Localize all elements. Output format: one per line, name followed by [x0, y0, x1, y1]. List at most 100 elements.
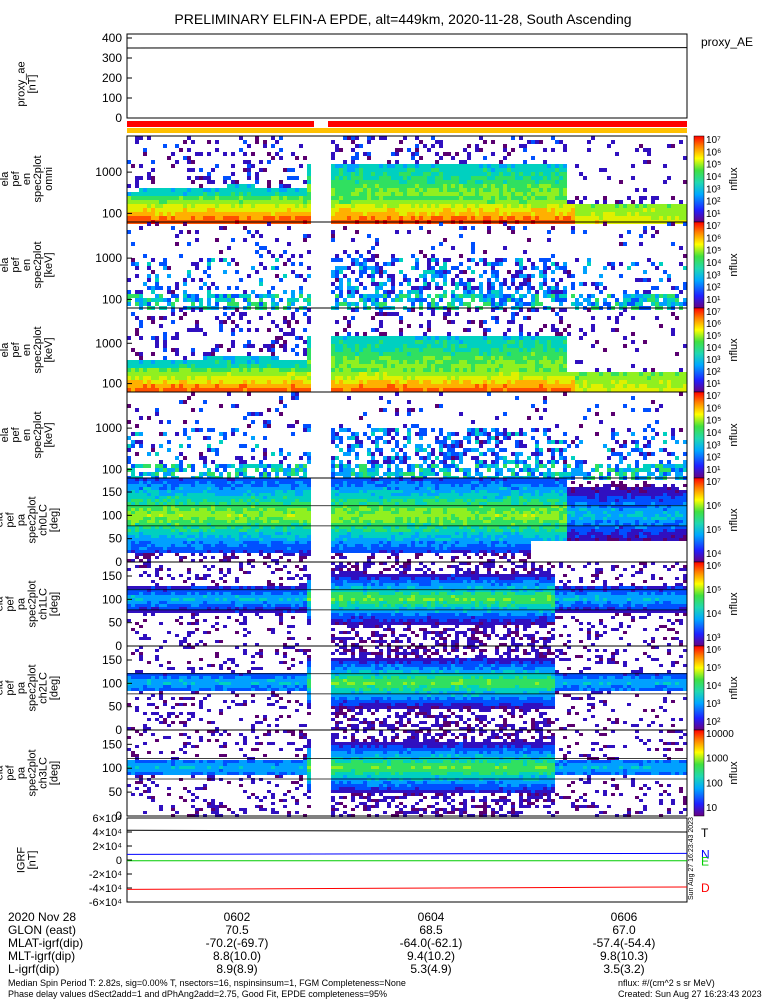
spec_en_perp-cell: [395, 388, 399, 392]
spec_en_para-cell: [679, 302, 683, 306]
spec_en_all-cell: [579, 208, 583, 212]
spec_en_all-cell: [359, 164, 363, 168]
spec_en_perp-cell: [263, 384, 267, 388]
spec_en_perp-cell: [339, 356, 343, 360]
spec_en_all-cell: [215, 216, 219, 220]
spec_en_perp-cell: [183, 364, 187, 368]
spec_en_para-cell: [187, 270, 191, 274]
spec_en_perp-cell: [399, 352, 403, 356]
spec_en_all-cell: [399, 200, 403, 204]
spec_en_perp-cell: [523, 376, 527, 380]
spec_en_all-cell: [391, 152, 395, 156]
spec_en_all-cell: [339, 208, 343, 212]
spec_en_perp-cell: [655, 372, 659, 376]
spec_en_all-cell: [271, 196, 275, 200]
spec_en_all-cell: [583, 212, 587, 216]
spec_en_all-cell: [191, 204, 195, 208]
spec_en_perp-cell: [679, 376, 683, 380]
spec_en_para-cell: [163, 262, 167, 266]
spec_en_perp-cell: [379, 324, 383, 328]
spec_en_perp-cell: [447, 372, 451, 376]
spec_en_all-cell: [375, 176, 379, 180]
spec_en_para-cell: [667, 298, 671, 302]
spec_en_perp-cell: [679, 372, 683, 376]
spec_en_para-cell: [415, 262, 419, 266]
spec_en_perp-cell: [455, 340, 459, 344]
spec_en_anti-cell: [503, 428, 507, 432]
spec_en_perp-cell: [383, 360, 387, 364]
spec_en_perp-cell: [519, 372, 523, 376]
spec_en_all-cell: [491, 172, 495, 176]
spec_en_perp-cell: [367, 340, 371, 344]
spec_en_perp-cell: [371, 376, 375, 380]
spec_en_perp-cell: [439, 360, 443, 364]
spec_en_perp-cell: [203, 368, 207, 372]
spec_en_anti-cell: [463, 448, 467, 452]
spec_en_para-cell: [575, 298, 579, 302]
spec_en_perp-cell: [559, 376, 563, 380]
spec_en_perp-cell: [431, 388, 435, 392]
spec_en_para-cell: [155, 302, 159, 306]
spec_en_all-cell: [615, 200, 619, 204]
spec_en_perp-cell: [383, 384, 387, 388]
spec_en_anti-cell: [455, 452, 459, 456]
spec_en_para-cell: [339, 286, 343, 290]
spec_en_perp-cell: [555, 384, 559, 388]
spec_en_perp-cell: [487, 348, 491, 352]
spec_en_perp-cell: [351, 380, 355, 384]
spec_en_all-cell: [275, 208, 279, 212]
spec_en_all-cell: [183, 188, 187, 192]
spec_en_all-cell: [259, 212, 263, 216]
spec_en_all-cell: [439, 168, 443, 172]
spec_en_all-cell: [355, 192, 359, 196]
spec_en_para-cell: [555, 266, 559, 270]
spec_en_all-cell: [219, 208, 223, 212]
spec_en_all-cell: [439, 172, 443, 176]
spec_en_anti-cell: [199, 456, 203, 460]
spec_en_para-cell: [427, 230, 431, 234]
spec_en_para-cell: [135, 262, 139, 266]
spec_en_all-cell: [239, 184, 243, 188]
spec_en_para-cell: [611, 266, 615, 270]
spec_en_para-cell: [303, 298, 307, 302]
spec_en_anti-cell: [339, 428, 343, 432]
spec_en_anti-cell: [159, 468, 163, 472]
spec_en_all-cell: [303, 204, 307, 208]
spec_en_all-cell: [403, 180, 407, 184]
spec_en_perp-cell: [543, 364, 547, 368]
spec_en_para-ylabel-3: spec2plot: [32, 241, 44, 288]
spec_en_all-cell: [431, 180, 435, 184]
spec_en_anti-cell: [231, 432, 235, 436]
spec_en_para-cell: [287, 226, 291, 230]
spec_en_all-cell: [331, 176, 335, 180]
spec_en_all-cell: [551, 204, 555, 208]
spec_en_perp-cell: [335, 388, 339, 392]
spec_en_para-cell: [219, 294, 223, 298]
spec_en_anti-cell: [331, 464, 335, 468]
spec_en_perp-cell: [551, 368, 555, 372]
spec_en_all-cell: [423, 204, 427, 208]
spec_en_all-cell: [655, 208, 659, 212]
spec_en_para-cell: [571, 230, 575, 234]
spec_en_perp-cell: [339, 360, 343, 364]
spec_en_perp-cell: [423, 368, 427, 372]
spec_en_perp-cell: [539, 328, 543, 332]
spec_en_para-cell: [539, 282, 543, 286]
spec_en_anti-cell: [335, 472, 339, 476]
spec_en_para-cell: [135, 298, 139, 302]
spec_en_perp-cell: [455, 368, 459, 372]
spec_en_perp-cell: [431, 340, 435, 344]
spec_en_all-cell: [683, 212, 687, 216]
spec_en_para-cell: [127, 278, 131, 282]
spec_en_perp-cell: [195, 368, 199, 372]
spec_en_all-cell: [147, 192, 151, 196]
spec_en_all-cell: [459, 164, 463, 168]
spec_en_perp-cell: [279, 388, 283, 392]
spec_en_all-cell: [427, 208, 431, 212]
spec_en_all-cell: [391, 192, 395, 196]
spec_en_perp-cell: [199, 308, 203, 312]
spec_en_anti-cell: [139, 416, 143, 420]
spec_en_para-cell: [347, 282, 351, 286]
spec_en_para-cell: [655, 266, 659, 270]
spec_en_para-cell: [291, 270, 295, 274]
